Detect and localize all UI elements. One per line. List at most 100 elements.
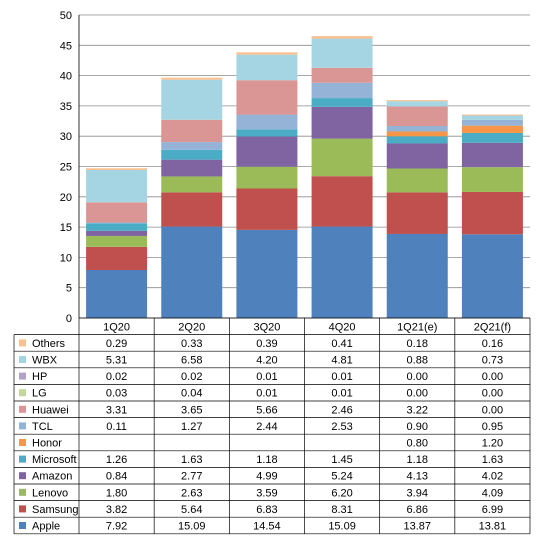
data-value-label: 6.99 — [482, 504, 503, 516]
bar-segment — [461, 234, 523, 318]
bar-segment — [386, 100, 448, 102]
data-value-label: 4.02 — [482, 471, 503, 483]
data-value-label: 13.81 — [479, 521, 507, 533]
y-tick-label: 10 — [60, 252, 72, 264]
bar-segment — [461, 125, 523, 133]
bar-segment — [461, 114, 523, 116]
data-value-label: 1.26 — [106, 454, 127, 466]
bar-segment — [161, 226, 223, 318]
bar-segment — [311, 106, 373, 139]
bar-segment — [386, 168, 448, 193]
data-value-label: 5.66 — [256, 404, 277, 416]
bar-segment — [161, 119, 223, 143]
data-value-label: 0.00 — [407, 371, 428, 383]
legend-swatch — [19, 505, 26, 513]
legend-series-name: Others — [32, 338, 66, 350]
bar-segment — [461, 132, 523, 143]
bar-segment — [236, 136, 298, 167]
data-value-label: 1.80 — [106, 487, 127, 499]
bar-segment — [461, 142, 523, 168]
legend-series-name: Apple — [32, 521, 60, 533]
x-category-label: 1Q20 — [103, 321, 130, 333]
bar-segment — [236, 166, 298, 189]
y-tick-label: 35 — [60, 101, 72, 113]
data-value-label: 3.22 — [407, 404, 428, 416]
legend-swatch — [19, 472, 26, 480]
data-value-label: 0.95 — [482, 421, 503, 433]
y-tick-label: 40 — [60, 71, 72, 83]
y-tick-label: 5 — [66, 283, 72, 295]
bar-segment — [236, 114, 298, 130]
legend-swatch — [19, 339, 26, 347]
bar-segment — [311, 176, 373, 227]
bar-segment — [86, 170, 148, 203]
data-value-label: 15.09 — [178, 521, 206, 533]
legend-swatch — [19, 372, 26, 380]
data-table: 1Q20 2Q20 3Q20 4Q20 1Q21(e) 2Q21(f) Others 0.29… — [13, 317, 531, 535]
data-value-label: 1.18 — [407, 454, 428, 466]
bar-segment — [86, 222, 148, 224]
bar-segment — [386, 131, 448, 137]
data-value-label: 0.88 — [407, 355, 428, 367]
bar-segment — [311, 67, 373, 83]
data-value-label: 2.53 — [331, 421, 352, 433]
data-value-label: 8.31 — [331, 504, 352, 516]
bar-segment — [311, 226, 373, 318]
data-value-label: 0.41 — [331, 338, 352, 350]
bar-segment — [311, 38, 373, 68]
data-value-label: 0.39 — [256, 338, 277, 350]
data-value-label: 0.80 — [407, 438, 428, 450]
bar-segment — [86, 235, 148, 247]
bar-segment — [86, 270, 148, 318]
legend-swatch — [19, 455, 26, 463]
bar-segment — [386, 106, 448, 127]
data-value-label: 2.77 — [181, 471, 202, 483]
data-value-label: 5.64 — [181, 504, 202, 516]
data-value-label: 1.63 — [482, 454, 503, 466]
bar-segment — [161, 77, 223, 80]
data-value-label: 1.20 — [482, 438, 503, 450]
y-tick-label: 0 — [66, 313, 72, 325]
x-category-label: 2Q20 — [178, 321, 205, 333]
data-value-label: 0.00 — [482, 404, 503, 416]
bar-segment — [386, 101, 448, 107]
data-value-label: 0.84 — [106, 471, 127, 483]
bar-segment — [236, 80, 298, 115]
data-value-label: 0.01 — [331, 388, 352, 400]
data-value-label: 1.18 — [256, 454, 277, 466]
data-value-label: 15.09 — [328, 521, 356, 533]
bar-segment — [386, 192, 448, 234]
x-category-label: 1Q21(e) — [397, 321, 437, 333]
bar-segment — [236, 229, 298, 318]
data-value-label: 0.00 — [407, 388, 428, 400]
data-value-label: 0.00 — [482, 388, 503, 400]
data-value-label: 3.94 — [407, 487, 428, 499]
data-value-label: 2.44 — [256, 421, 277, 433]
data-value-label: 6.83 — [256, 504, 277, 516]
bar-stacks — [86, 36, 523, 318]
data-value-label: 0.02 — [106, 371, 127, 383]
data-value-label: 1.27 — [181, 421, 202, 433]
legend-swatch — [19, 439, 26, 446]
bar-segment — [386, 126, 448, 132]
data-value-label: 0.90 — [407, 421, 428, 433]
bar-segment — [236, 188, 298, 230]
bar-segment — [161, 142, 223, 150]
data-value-label: 4.20 — [256, 355, 277, 367]
data-value-label: 0.33 — [181, 338, 202, 350]
y-tick-label: 45 — [60, 40, 72, 52]
legend-series-name: Lenovo — [32, 487, 68, 499]
legend-swatch — [19, 422, 26, 430]
axes: 0 5 10 15 20 25 30 35 40 45 50 — [60, 10, 80, 325]
y-tick-label: 25 — [60, 162, 72, 174]
data-value-label: 0.00 — [482, 371, 503, 383]
legend-series-name: Samsung — [32, 504, 78, 516]
data-value-label: 2.46 — [331, 404, 352, 416]
bar-segment — [236, 54, 298, 81]
y-tick-label: 50 — [60, 10, 72, 22]
data-value-label: 1.45 — [331, 454, 352, 466]
bar-segment — [236, 129, 298, 137]
data-value-label: 14.54 — [253, 521, 281, 533]
data-value-label: 0.03 — [106, 388, 127, 400]
x-category-label: 4Q20 — [329, 321, 356, 333]
